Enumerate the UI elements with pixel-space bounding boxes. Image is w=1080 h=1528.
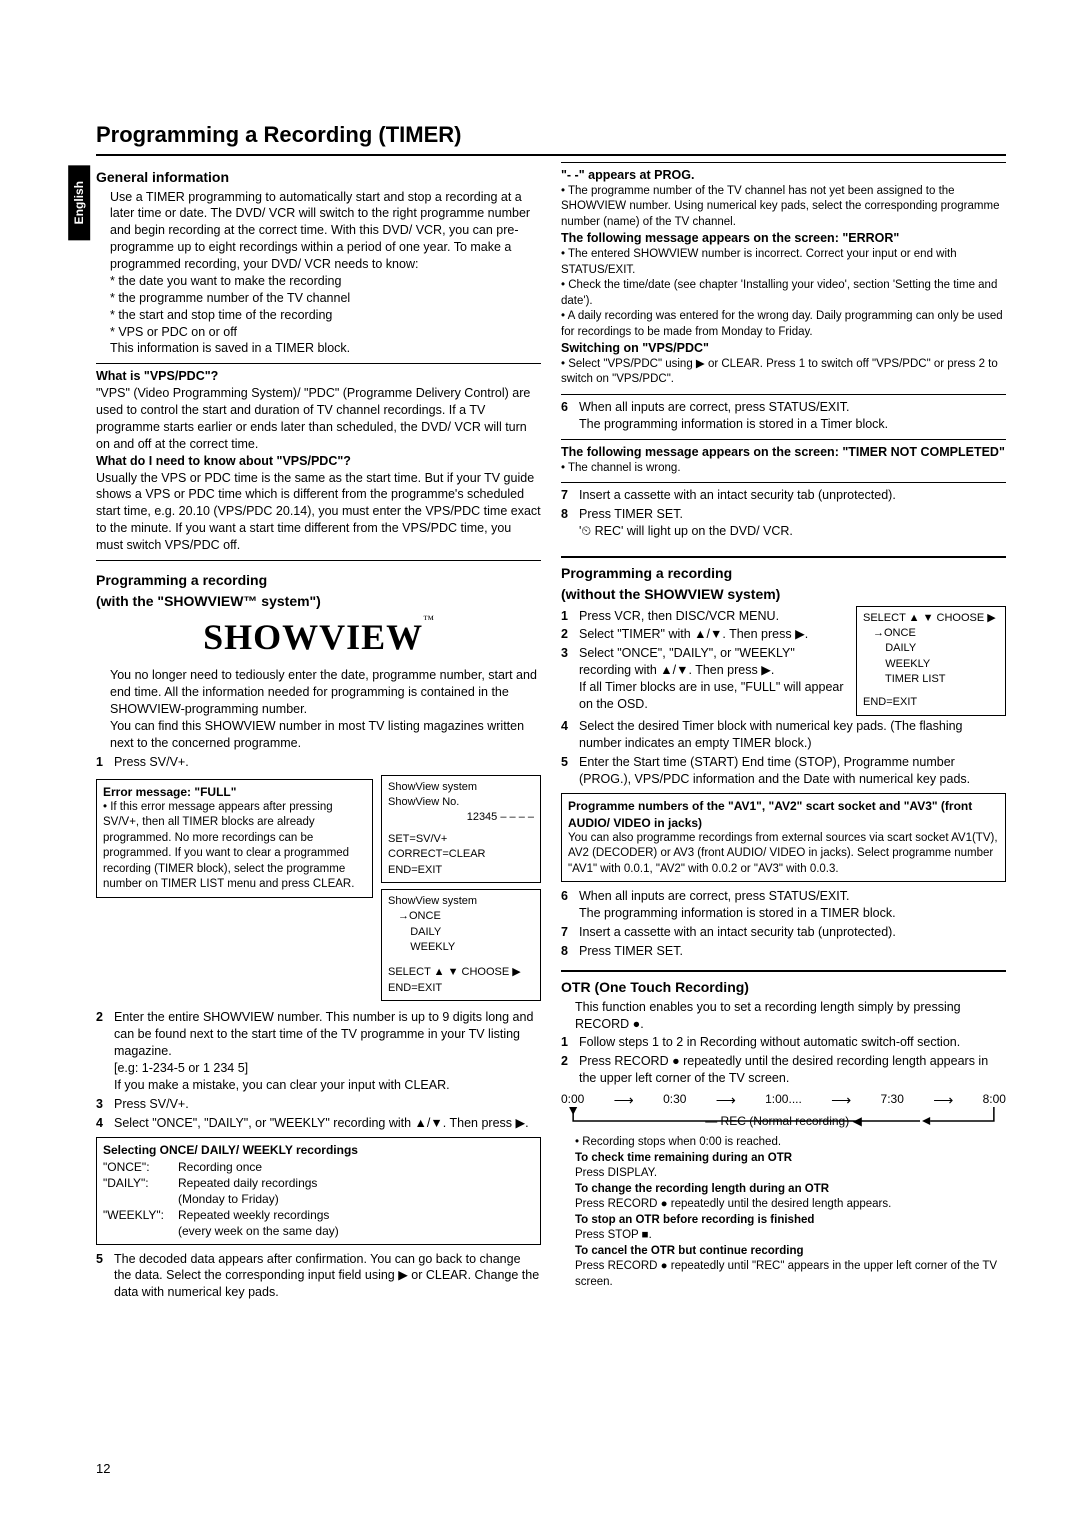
- general-header: General information: [96, 168, 541, 187]
- nsv-step6: 6When all inputs are correct, press STAT…: [561, 888, 896, 922]
- av-body: You can also programme recordings from e…: [568, 831, 999, 878]
- step8: 8Press TIMER SET.'⏲ REC' will light up o…: [561, 506, 793, 540]
- odw-box: Selecting ONCE/ DAILY/ WEEKLY recordings…: [96, 1137, 541, 1244]
- osd-showview-1: ShowView system ShowView No. 12345 – – –…: [381, 775, 541, 883]
- sv-intro2: You can find this SHOWVIEW number in mos…: [96, 718, 541, 752]
- left-column: General information Use a TIMER programm…: [96, 162, 541, 1301]
- vps-header2: What do I need to know about "VPS/PDC"?: [96, 453, 541, 470]
- otr-header: OTR (One Touch Recording): [561, 978, 1006, 997]
- page-number: 12: [96, 1460, 110, 1478]
- prog-sv-header: Programming a recording: [96, 571, 541, 590]
- showview-logo: SHOWVIEW™: [96, 613, 541, 662]
- sv-step4: 4Select "ONCE", "DAILY", or "WEEKLY" rec…: [96, 1115, 529, 1132]
- av-header: Programme numbers of the "AV1", "AV2" sc…: [568, 798, 999, 830]
- right-column: "- -" appears at PROG. • The programme n…: [561, 162, 1006, 1301]
- general-bullet: * VPS or PDC on or off: [110, 324, 541, 341]
- otr-intro: This function enables you to set a recor…: [561, 999, 1006, 1033]
- otr-sub-text: Press RECORD ● repeatedly until the desi…: [575, 1197, 1006, 1213]
- general-tail: This information is saved in a TIMER blo…: [110, 340, 541, 357]
- switch-header: Switching on "VPS/PDC": [561, 340, 1006, 357]
- otr-sub-text: Press DISPLAY.: [575, 1166, 1006, 1182]
- error-header: Error message: "FULL": [103, 784, 366, 800]
- error-bullet: • A daily recording was entered for the …: [561, 309, 1006, 340]
- no-sv-step1: 1Press VCR, then DISC/VCR MENU.: [561, 608, 779, 625]
- otr-sub-text: Press RECORD ● repeatedly until "REC" ap…: [575, 1259, 1006, 1290]
- prog-header: "- -" appears at PROG.: [561, 167, 1006, 184]
- sv-step1: 1Press SV/V+.: [96, 754, 189, 771]
- no-sv-header: Programming a recording: [561, 564, 1006, 583]
- page-content: Programming a Recording (TIMER) General …: [96, 120, 1006, 1301]
- otr-sub-header: To stop an OTR before recording is finis…: [575, 1213, 1006, 1229]
- sv-step3: 3Press SV/V+.: [96, 1096, 189, 1113]
- osd-timer: SELECT ▲ ▼ CHOOSE ▶ →ONCE DAILY WEEKLY T…: [856, 606, 1006, 716]
- vps-body: "VPS" (Video Programming System)/ "PDC" …: [96, 385, 541, 453]
- no-sv-step3: 3Select "ONCE", "DAILY", or "WEEKLY" rec…: [561, 645, 850, 713]
- vps-body2: Usually the VPS or PDC time is the same …: [96, 470, 541, 554]
- nsv-step8: 8Press TIMER SET.: [561, 943, 683, 960]
- osd-showview-2: ShowView system →ONCE DAILY WEEKLY SELEC…: [381, 889, 541, 1001]
- sv-step2: 2Enter the entire SHOWVIEW number. This …: [96, 1009, 541, 1093]
- otr-sub-header: To check time remaining during an OTR: [575, 1151, 1006, 1167]
- no-sv-step2: 2Select "TIMER" with ▲/▼. Then press ▶.: [561, 626, 808, 643]
- tnc-header: The following message appears on the scr…: [561, 444, 1006, 461]
- general-bullet: * the date you want to make the recordin…: [110, 273, 541, 290]
- error-bullet: • The entered SHOWVIEW number is incorre…: [561, 247, 1006, 278]
- no-sv-step4: 4Select the desired Timer block with num…: [561, 718, 1006, 752]
- language-tab: English: [68, 165, 90, 240]
- tnc-bullet: • The channel is wrong.: [561, 461, 1006, 477]
- otr-sub-header: To change the recording length during an…: [575, 1182, 1006, 1198]
- otr-step1: 1Follow steps 1 to 2 in Recording withou…: [561, 1034, 960, 1051]
- error-header: The following message appears on the scr…: [561, 230, 1006, 247]
- otr-step2: 2Press RECORD ● repeatedly until the des…: [561, 1053, 1006, 1087]
- error-bullet: • Check the time/date (see chapter 'Inst…: [561, 278, 1006, 309]
- no-sv-header2: (without the SHOWVIEW system): [561, 585, 1006, 604]
- otr-sub-header: To cancel the OTR but continue recording: [575, 1244, 1006, 1260]
- error-box: Error message: "FULL" • If this error me…: [96, 779, 373, 898]
- odw-header: Selecting ONCE/ DAILY/ WEEKLY recordings: [103, 1142, 534, 1158]
- prog-body: • The programme number of the TV channel…: [561, 184, 1006, 231]
- rec-time-diagram: 0:00⟶ 0:30⟶ 1:00....⟶ 7:30⟶ 8:00 — REC (…: [561, 1091, 1006, 1129]
- error-body: • If this error message appears after pr…: [103, 800, 366, 893]
- page-title: Programming a Recording (TIMER): [96, 120, 1006, 156]
- otr-bullet: • Recording stops when 0:00 is reached.: [575, 1135, 1006, 1151]
- step7: 7Insert a cassette with an intact securi…: [561, 487, 896, 504]
- general-body: Use a TIMER programming to automatically…: [96, 189, 541, 273]
- two-columns: General information Use a TIMER programm…: [96, 162, 1006, 1301]
- av-box: Programme numbers of the "AV1", "AV2" sc…: [561, 793, 1006, 882]
- rec-label: — REC (Normal recording) ◀: [561, 1113, 1006, 1129]
- otr-sub-text: Press STOP ■.: [575, 1228, 1006, 1244]
- prog-sv-header2: (with the "SHOWVIEW™ system"): [96, 592, 541, 611]
- vps-header: What is "VPS/PDC"?: [96, 368, 541, 385]
- switch-bullet: • Select "VPS/PDC" using ▶ or CLEAR. Pre…: [561, 357, 1006, 388]
- nsv-step7: 7Insert a cassette with an intact securi…: [561, 924, 896, 941]
- general-bullet: * the start and stop time of the recordi…: [110, 307, 541, 324]
- general-bullet: * the programme number of the TV channel: [110, 290, 541, 307]
- no-sv-step5: 5Enter the Start time (START) End time (…: [561, 754, 1006, 788]
- sv-intro: You no longer need to tediously enter th…: [96, 667, 541, 718]
- sv-step5: 5The decoded data appears after confirma…: [96, 1251, 541, 1302]
- step6: 6When all inputs are correct, press STAT…: [561, 399, 888, 433]
